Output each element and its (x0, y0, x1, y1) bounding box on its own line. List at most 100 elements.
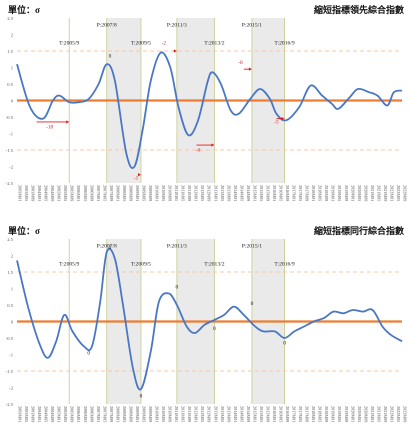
x-tick-label: 2007M01 (96, 406, 101, 422)
x-tick-label: 2004M05 (44, 185, 49, 201)
x-tick-label: 2022M09 (403, 406, 408, 422)
x-tick-label: 2009M01 (135, 185, 140, 201)
x-tick-label: 2003M01 (18, 406, 23, 422)
x-tick-label: 2005M09 (70, 185, 75, 201)
x-tick-label: 2007M01 (96, 185, 101, 201)
x-tick-label: 2015M01 (252, 406, 257, 422)
lead-lag-label: -5 (274, 120, 279, 126)
x-tick-label: 2009M09 (148, 406, 153, 422)
y-tick-label: -2 (9, 165, 14, 170)
x-tick-label: 2010M01 (155, 185, 160, 201)
unit-label: 單位：σ (8, 5, 40, 15)
lead-lag-label: -1 (134, 176, 139, 182)
x-tick-label: 2022M09 (403, 185, 408, 201)
x-tick-label: 2006M05 (83, 185, 88, 201)
x-tick-label: 2010M01 (155, 406, 160, 422)
turning-point-label: T:2005/9 (59, 40, 79, 46)
x-tick-label: 2009M01 (135, 406, 140, 422)
lead-lag-label: -2 (162, 40, 167, 46)
x-tick-label: 2009M05 (141, 406, 146, 422)
x-tick-label: 2013M05 (220, 185, 225, 201)
turning-point-label: P:2015/1 (242, 243, 262, 249)
turning-point-label: P:2007/8 (97, 22, 117, 28)
x-tick-label: 2016M09 (285, 406, 290, 422)
x-tick-label: 2005M05 (63, 185, 68, 201)
x-tick-label: 2012M01 (194, 406, 199, 422)
series-line (16, 247, 403, 391)
y-tick-label: 1.5 (7, 49, 13, 54)
y-tick-label: 0 (11, 99, 14, 104)
y-tick-label: 2 (11, 33, 14, 38)
x-tick-label: 2012M05 (200, 185, 205, 201)
x-tick-label: 2014M09 (246, 185, 251, 201)
x-tick-label: 2020M09 (363, 185, 368, 201)
x-tick-label: 2013M01 (213, 185, 218, 201)
x-tick-label: 2012M09 (207, 185, 212, 201)
y-tick-label: -1.5 (6, 369, 14, 374)
y-tick-label: -1.5 (6, 148, 14, 153)
lead-arrowhead (137, 173, 141, 177)
x-tick-label: 2009M05 (141, 185, 146, 201)
x-tick-label: 2012M01 (194, 185, 199, 201)
x-tick-label: 2007M09 (109, 185, 114, 201)
x-tick-label: 2021M09 (383, 406, 388, 422)
turning-point-label: T:2009/5 (131, 261, 151, 267)
x-tick-label: 2017M05 (298, 185, 303, 201)
x-tick-label: 2007M05 (102, 406, 107, 422)
unit-label: 單位：σ (8, 226, 40, 236)
lead-arrowhead (211, 143, 215, 147)
x-tick-label: 2015M05 (259, 185, 264, 201)
x-tick-label: 2014M01 (233, 185, 238, 201)
x-tick-label: 2014M09 (246, 406, 251, 422)
y-tick-label: 0 (11, 320, 14, 325)
x-tick-label: 2011M01 (174, 185, 179, 201)
x-tick-label: 2017M09 (305, 406, 310, 422)
x-tick-label: 2018M05 (318, 185, 323, 201)
x-tick-label: 2017M05 (298, 406, 303, 422)
x-tick-label: 2016M01 (272, 406, 277, 422)
turning-point-label: P:2015/1 (242, 22, 262, 28)
lead-lag-label: 0 (140, 393, 143, 399)
y-tick-label: 2 (11, 254, 14, 259)
x-tick-label: 2019M01 (331, 185, 336, 201)
coincident-index-chart: 單位：σ 縮短指標同行綜合指數 2.5 2 1.5 1 0.5 0 -0.5 -1 -1.5 -2… (0, 221, 409, 442)
x-tick-label: 2019M09 (344, 406, 349, 422)
x-tick-label: 2021M05 (376, 185, 381, 201)
x-tick-label: 2008M09 (128, 406, 133, 422)
x-tick-label: 2019M05 (337, 406, 342, 422)
x-tick-label: 2016M01 (272, 185, 277, 201)
y-tick-label: -1 (9, 132, 14, 137)
x-tick-label: 2014M05 (239, 185, 244, 201)
turning-point-label: P:2007/8 (97, 243, 117, 249)
x-tick-label: 2003M05 (24, 185, 29, 201)
x-tick-label: 2005M09 (70, 406, 75, 422)
x-tick-label: 2015M09 (265, 185, 270, 201)
lead-lag-label: 0 (176, 285, 179, 291)
lead-lag-label: 0 (251, 301, 254, 307)
x-tick-label: 2006M01 (76, 406, 81, 422)
x-tick-label: 2011M01 (174, 406, 179, 422)
x-tick-label: 2017M01 (292, 185, 297, 201)
y-tick-label: 1 (11, 287, 14, 292)
x-tick-label: 2007M09 (109, 406, 114, 422)
x-tick-label: 2004M09 (50, 406, 55, 422)
x-tick-label: 2018M09 (324, 185, 329, 201)
x-tick-label: 2004M01 (37, 406, 42, 422)
y-tick-label: -0.5 (6, 336, 14, 341)
x-tick-label: 2008M01 (115, 185, 120, 201)
x-tick-label: 2014M05 (239, 406, 244, 422)
lead-arrowhead (281, 117, 285, 121)
x-tick-label: 2008M01 (115, 406, 120, 422)
chart-title: 縮短指標領先綜合指數 (313, 5, 404, 15)
x-tick-label: 2010M05 (161, 185, 166, 201)
x-tick-label: 2015M01 (252, 185, 257, 201)
x-tick-label: 2004M05 (44, 406, 49, 422)
x-tick-label: 2008M05 (122, 406, 127, 422)
x-tick-label: 2018M05 (318, 406, 323, 422)
turning-point-label: T:2013/2 (204, 261, 224, 267)
lead-lag-label: -8 (238, 60, 243, 66)
x-tick-label: 2007M05 (102, 185, 107, 201)
turning-point-label: T:2009/5 (131, 40, 151, 46)
x-tick-label: 2005M05 (63, 406, 68, 422)
y-tick-label: -2 (9, 386, 14, 391)
